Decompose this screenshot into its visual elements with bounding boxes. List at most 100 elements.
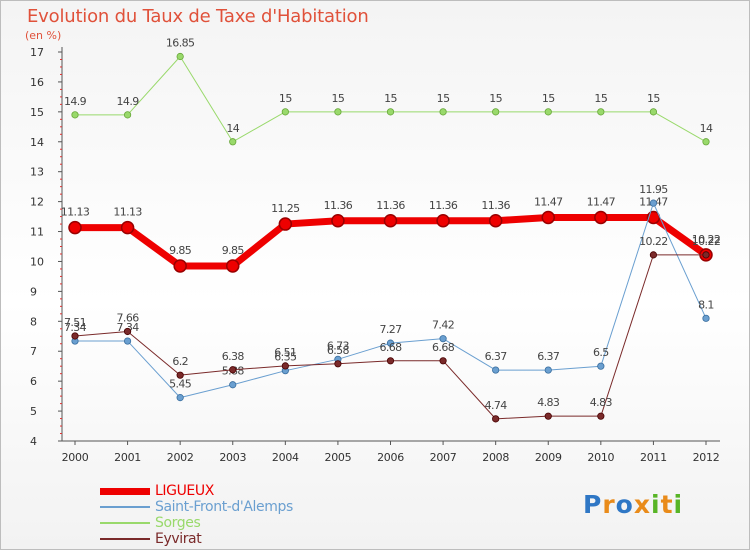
data-label-eyvirat: 6.68: [432, 341, 455, 354]
data-point-eyvirat: [176, 371, 184, 379]
legend-label: LIGUEUX: [155, 483, 214, 499]
data-point-saint-front-d-alemps: [702, 314, 710, 322]
y-tick-label: 6: [30, 375, 37, 388]
y-tick-label: 4: [30, 435, 37, 448]
data-label-eyvirat: 6.58: [327, 344, 350, 357]
data-point-saint-front-d-alemps: [544, 366, 552, 374]
data-point-saint-front-d-alemps: [176, 394, 184, 402]
data-point-saint-front-d-alemps: [492, 366, 500, 374]
data-point-eyvirat: [649, 251, 658, 259]
data-point-saint-front-d-alemps: [649, 199, 658, 207]
data-point-ligueux: [68, 220, 82, 235]
y-tick-label: 13: [30, 166, 44, 179]
data-point-sorges: [597, 108, 605, 116]
chart-title: Evolution du Taux de Taxe d'Habitation: [27, 6, 369, 27]
data-label-eyvirat: 6.68: [379, 341, 402, 354]
y-tick-label: 12: [30, 196, 44, 209]
data-label-saint-front-d-alemps: 7.34: [64, 321, 87, 334]
x-tick-label: 2005: [325, 451, 352, 464]
data-label-sorges: 14.9: [117, 95, 140, 108]
series-line-eyvirat: [74, 254, 706, 420]
data-label-sorges: 15: [279, 92, 292, 105]
data-point-sorges: [123, 111, 132, 119]
x-tick-label: 2001: [114, 451, 141, 464]
x-tick-label: 2003: [219, 451, 246, 464]
data-point-saint-front-d-alemps: [386, 339, 395, 347]
data-point-saint-front-d-alemps: [229, 381, 237, 389]
data-point-sorges: [492, 108, 500, 116]
data-label-eyvirat: 6.51: [274, 346, 296, 359]
legend-label: Saint-Front-d'Alemps: [155, 499, 293, 515]
x-tick-label: 2004: [272, 451, 299, 464]
x-tick-label: 2011: [640, 451, 667, 464]
data-label-saint-front-d-alemps: 6.73: [327, 339, 350, 352]
y-tick-label: 15: [30, 106, 44, 119]
data-point-ligueux: [383, 214, 398, 228]
data-label-sorges: 15: [647, 92, 660, 105]
data-label-ligueux: 10.22: [692, 233, 721, 246]
data-label-ligueux: 11.13: [61, 206, 90, 219]
data-label-sorges: 15: [332, 92, 345, 105]
data-point-ligueux: [594, 210, 608, 225]
y-tick-label: 9: [30, 285, 37, 298]
data-label-sorges: 15: [384, 92, 397, 105]
data-label-saint-front-d-alemps: 6.37: [537, 350, 560, 363]
y-tick-label: 8: [30, 315, 37, 328]
data-label-eyvirat: 4.74: [485, 399, 508, 412]
data-label-ligueux: 11.36: [429, 199, 458, 212]
data-point-sorges: [544, 108, 552, 116]
data-point-ligueux: [120, 220, 135, 235]
data-point-ligueux: [541, 210, 555, 225]
legend-swatch: [100, 506, 150, 508]
chart-subtitle: (en %): [25, 29, 62, 42]
data-label-eyvirat: 4.83: [590, 396, 613, 409]
x-tick-label: 2000: [62, 451, 89, 464]
data-label-sorges: 16.85: [166, 36, 195, 49]
x-tick-label: 2008: [482, 451, 509, 464]
data-point-sorges: [71, 111, 79, 119]
y-tick-label: 5: [30, 405, 37, 418]
data-label-sorges: 14.9: [64, 95, 87, 108]
x-tick-label: 2006: [377, 451, 404, 464]
y-tick-label: 11: [30, 226, 44, 239]
legend-label: Eyvirat: [155, 531, 202, 547]
data-point-sorges: [229, 138, 237, 146]
data-label-sorges: 14: [226, 122, 239, 135]
y-tick-label: 14: [30, 136, 44, 149]
legend-swatch: [100, 487, 150, 495]
data-label-sorges: 15: [542, 92, 555, 105]
data-label-ligueux: 9.85: [169, 244, 192, 257]
data-point-sorges: [649, 108, 658, 116]
data-point-eyvirat: [544, 412, 552, 420]
data-label-eyvirat: 10.22: [639, 235, 668, 248]
logo-letter: i: [673, 490, 684, 519]
data-point-eyvirat: [386, 357, 395, 365]
x-tick-label: 2007: [430, 451, 457, 464]
data-point-eyvirat: [281, 362, 289, 370]
data-label-saint-front-d-alemps: 6.37: [485, 350, 508, 363]
data-point-ligueux: [331, 214, 345, 228]
data-point-eyvirat: [439, 357, 447, 365]
data-point-sorges: [439, 108, 447, 116]
data-point-eyvirat: [334, 360, 342, 368]
logo-letter: t: [660, 490, 674, 519]
data-label-ligueux: 11.13: [113, 206, 142, 219]
data-label-ligueux: 11.36: [481, 199, 510, 212]
x-tick-label: 2012: [693, 451, 720, 464]
data-point-sorges: [176, 52, 184, 61]
series-line-saint-front-d-alemps: [75, 202, 707, 399]
y-tick-label: 7: [30, 345, 37, 358]
data-label-saint-front-d-alemps: 11.95: [639, 183, 668, 196]
data-label-ligueux: 9.85: [222, 244, 245, 257]
x-tick-label: 2002: [167, 451, 194, 464]
logo-letter: x: [633, 490, 651, 519]
logo-letter: o: [615, 490, 634, 519]
data-point-ligueux: [436, 214, 450, 228]
data-label-ligueux: 11.47: [534, 195, 563, 208]
data-point-eyvirat: [702, 251, 710, 259]
data-label-ligueux: 11.25: [271, 202, 300, 215]
y-tick-label: 17: [30, 46, 44, 59]
data-point-sorges: [281, 108, 289, 116]
data-label-sorges: 14: [700, 122, 713, 135]
